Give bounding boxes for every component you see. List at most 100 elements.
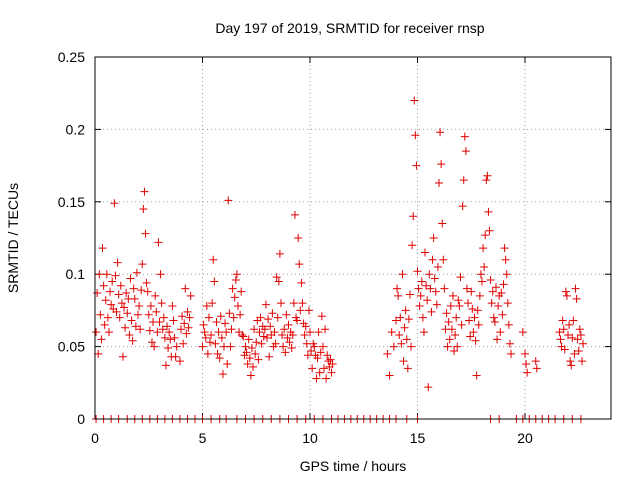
data-point <box>181 284 190 293</box>
data-point <box>457 320 466 329</box>
data-point <box>129 284 138 293</box>
data-point <box>425 270 434 279</box>
data-point <box>231 275 240 284</box>
data-point <box>171 352 180 361</box>
data-point <box>116 281 125 290</box>
x-tick-label: 20 <box>517 430 533 446</box>
data-point <box>128 336 137 345</box>
data-point <box>247 344 256 353</box>
data-point <box>259 332 268 341</box>
data-point <box>260 325 269 334</box>
data-point <box>559 325 568 334</box>
data-point <box>297 278 306 287</box>
data-point <box>132 268 141 277</box>
data-point <box>409 212 418 221</box>
data-point <box>502 270 511 279</box>
data-point <box>224 196 233 205</box>
data-point <box>447 325 456 334</box>
data-point <box>208 299 217 308</box>
data-point <box>499 280 508 289</box>
data-point <box>327 368 336 377</box>
data-point <box>180 319 189 328</box>
data-point <box>433 262 442 271</box>
data-point <box>172 342 181 351</box>
data-point <box>206 338 215 347</box>
data-point <box>568 333 577 342</box>
data-point <box>471 336 480 345</box>
data-point <box>273 313 282 322</box>
data-point <box>574 346 583 355</box>
data-point <box>445 335 454 344</box>
data-point <box>178 312 187 321</box>
data-point <box>393 284 402 293</box>
data-point <box>113 258 122 267</box>
data-point <box>243 359 252 368</box>
data-point <box>281 348 290 357</box>
data-point <box>304 306 313 315</box>
data-point <box>428 255 437 264</box>
data-point <box>579 339 588 348</box>
data-point <box>252 338 261 347</box>
data-point <box>100 320 109 329</box>
data-point <box>321 325 330 334</box>
data-point <box>421 248 430 257</box>
data-point <box>168 302 177 311</box>
y-axis-label: SRMTID / TECUs <box>5 183 21 293</box>
data-point <box>93 289 102 298</box>
data-point <box>412 161 421 170</box>
tick-layer <box>94 56 611 420</box>
data-point <box>491 283 500 292</box>
data-point <box>438 219 447 228</box>
data-point <box>313 354 322 363</box>
data-point <box>283 333 292 342</box>
data-point <box>263 333 271 342</box>
data-point <box>430 274 439 283</box>
data-point <box>416 291 425 300</box>
data-point <box>137 286 146 295</box>
data-point <box>404 315 413 324</box>
data-point <box>317 312 326 321</box>
data-point <box>312 374 321 383</box>
data-point <box>152 307 161 316</box>
data-point <box>218 370 227 379</box>
data-point <box>95 270 104 279</box>
data-point <box>118 352 127 361</box>
data-point <box>135 302 144 311</box>
data-point <box>465 316 474 325</box>
data-point <box>476 270 485 279</box>
data-point <box>461 147 470 156</box>
data-point <box>232 270 241 279</box>
data-point <box>272 273 281 282</box>
data-point <box>475 291 484 300</box>
data-point <box>110 199 119 208</box>
y-tick-label: 0.2 <box>66 121 86 137</box>
data-point <box>411 131 420 140</box>
data-point <box>482 176 491 185</box>
data-point <box>440 284 449 293</box>
data-point <box>261 300 270 309</box>
data-point <box>316 348 325 357</box>
data-point <box>307 346 316 355</box>
data-point <box>470 313 479 322</box>
data-point <box>175 357 184 366</box>
data-point <box>569 316 578 325</box>
data-point <box>437 160 446 169</box>
data-point <box>422 281 431 290</box>
data-point <box>504 320 513 329</box>
data-point <box>115 313 124 322</box>
data-point <box>223 359 232 368</box>
data-point <box>203 349 212 358</box>
data-point <box>468 304 477 313</box>
data-point <box>102 270 111 279</box>
data-point <box>287 344 296 353</box>
data-point <box>257 339 266 348</box>
data-point <box>424 383 433 392</box>
data-point <box>104 328 113 337</box>
data-point <box>239 332 248 341</box>
data-point <box>487 299 496 308</box>
data-point <box>158 325 167 334</box>
data-point <box>573 335 582 344</box>
data-point <box>151 291 160 300</box>
data-point <box>161 361 170 370</box>
